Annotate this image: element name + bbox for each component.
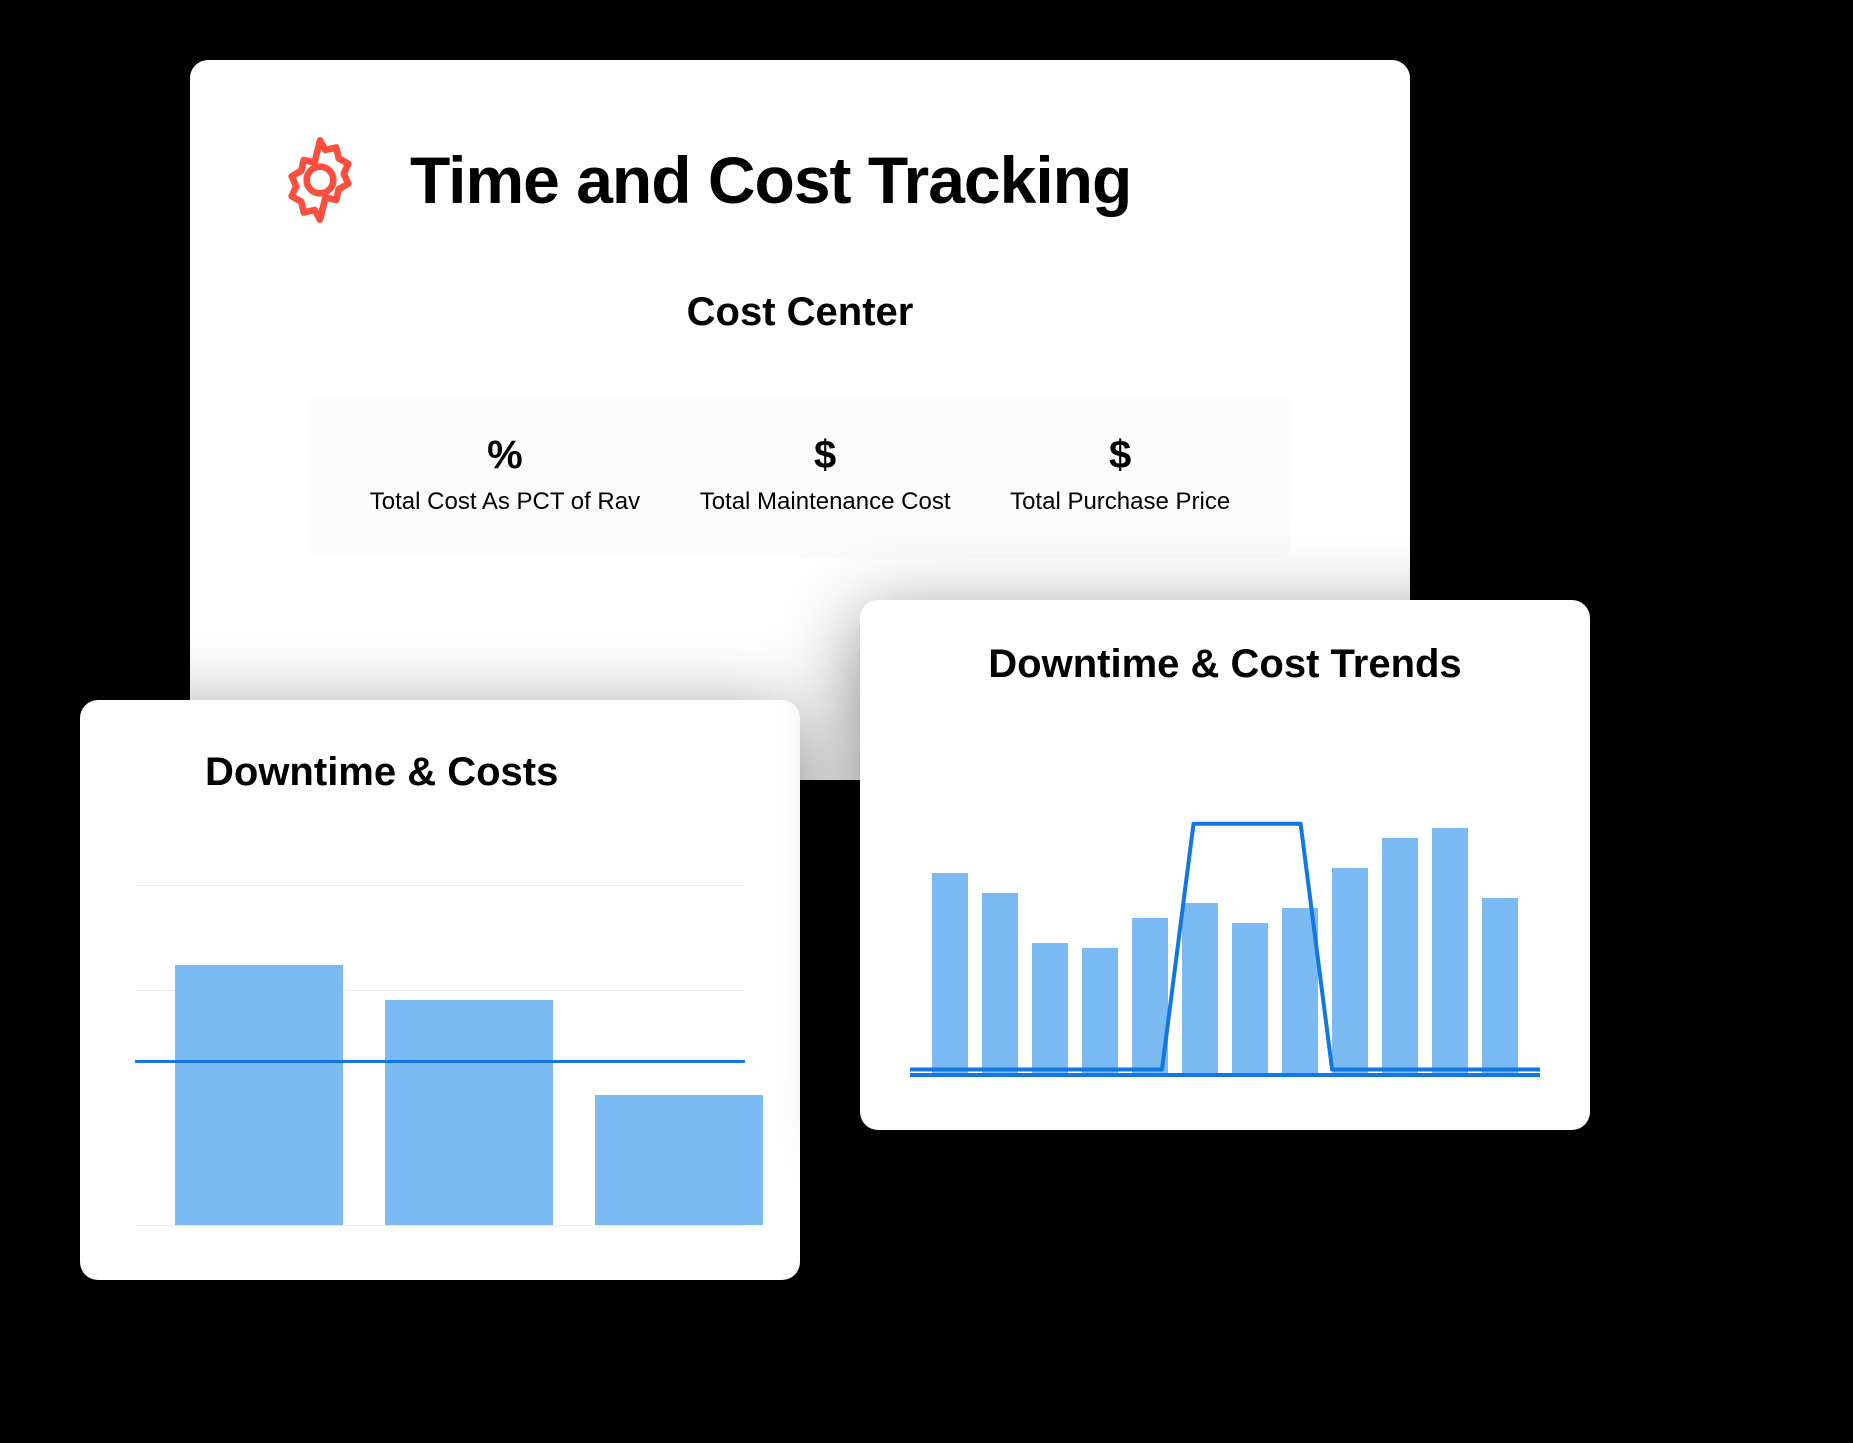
chart-bar bbox=[1282, 908, 1318, 1073]
page-title: Time and Cost Tracking bbox=[410, 142, 1131, 218]
card-title: Downtime & Cost Trends bbox=[910, 642, 1540, 687]
main-header: Time and Cost Tracking bbox=[270, 130, 1330, 230]
chart-bar bbox=[932, 873, 968, 1073]
chart-bar bbox=[175, 965, 343, 1225]
downtime-costs-card: Downtime & Costs bbox=[80, 700, 800, 1280]
dollar-icon: $ bbox=[1010, 433, 1230, 478]
chart-bar bbox=[385, 1000, 553, 1225]
chart-bar bbox=[1182, 903, 1218, 1073]
chart-bar bbox=[1032, 943, 1068, 1073]
metrics-row: % Total Cost As PCT of Rav $ Total Maint… bbox=[310, 395, 1290, 558]
dollar-icon: $ bbox=[700, 433, 951, 478]
metric-label: Total Cost As PCT of Rav bbox=[370, 488, 640, 516]
chart-bar bbox=[1132, 918, 1168, 1073]
chart-bar bbox=[1082, 948, 1118, 1073]
metric-label: Total Maintenance Cost bbox=[700, 488, 951, 516]
chart-bar bbox=[595, 1095, 763, 1225]
downtime-trends-chart bbox=[910, 717, 1540, 1077]
percent-icon: % bbox=[370, 433, 640, 478]
metric-purchase: $ Total Purchase Price bbox=[1010, 433, 1230, 516]
gear-icon bbox=[270, 130, 370, 230]
chart-bar bbox=[1232, 923, 1268, 1073]
chart-bar bbox=[982, 893, 1018, 1073]
metric-maintenance: $ Total Maintenance Cost bbox=[700, 433, 951, 516]
section-title: Cost Center bbox=[270, 290, 1330, 335]
chart-axis bbox=[910, 1073, 1540, 1077]
metric-pct: % Total Cost As PCT of Rav bbox=[370, 433, 640, 516]
chart-bar bbox=[1382, 838, 1418, 1073]
chart-bar bbox=[1432, 828, 1468, 1073]
chart-bar bbox=[1482, 898, 1518, 1073]
chart-hline bbox=[135, 1060, 745, 1063]
chart-bar bbox=[1332, 868, 1368, 1073]
metric-label: Total Purchase Price bbox=[1010, 488, 1230, 516]
downtime-trends-card: Downtime & Cost Trends bbox=[860, 600, 1590, 1130]
card-title: Downtime & Costs bbox=[135, 750, 745, 795]
gridline bbox=[135, 885, 745, 886]
gridline bbox=[135, 1225, 745, 1226]
downtime-costs-chart bbox=[135, 825, 745, 1225]
